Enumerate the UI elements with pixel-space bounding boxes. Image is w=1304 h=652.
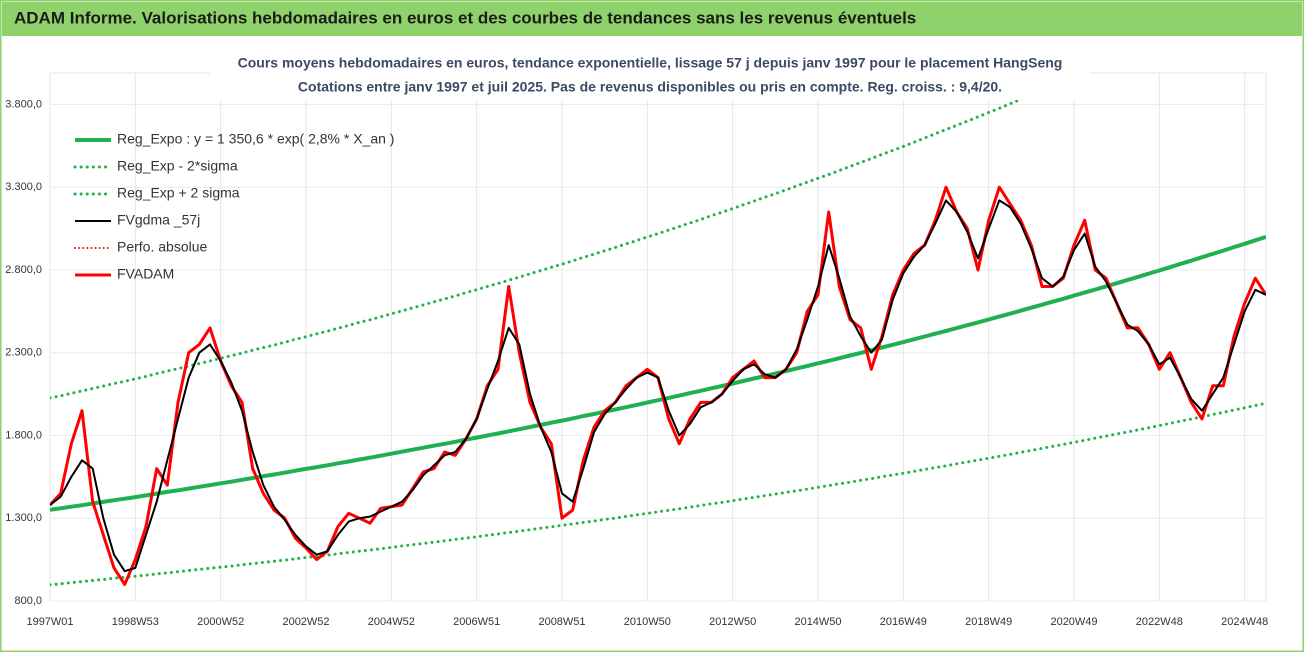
y-tick-label: 3.800,0 [5,98,42,110]
y-tick-label: 800,0 [14,595,42,607]
x-tick-label: 2004W52 [368,616,415,628]
x-tick-label: 2016W49 [880,616,927,628]
series-line [50,199,1266,573]
legend: Reg_Expo : y = 1 350,6 * exp( 2,8% * X_a… [73,131,394,282]
x-tick-label: 1998W53 [112,616,159,628]
x-tick-label: 2024W48 [1221,616,1268,628]
series-line [50,234,1266,512]
plot [50,73,1266,587]
legend-label: FVgdma _57j [117,212,200,228]
title-box [210,50,1090,100]
legend-label: Reg_Expo : y = 1 350,6 * exp( 2,8% * X_a… [117,131,394,147]
series-line [50,73,1087,400]
chart-subtitle: Cotations entre janv 1997 et juil 2025. … [298,79,1002,95]
y-tick-label: 1.800,0 [5,429,42,441]
series-line [50,401,1266,587]
x-tick-label: 2008W51 [538,616,585,628]
legend-label: Reg_Exp + 2 sigma [117,185,240,201]
x-tick-label: 2020W49 [1050,616,1097,628]
grid: 800,0 1.300,0 1.800,0 2.300,0 2.800,0 3.300,0… [5,72,1268,628]
legend-label: Perfo. absolue [117,239,207,255]
y-tick-label: 2.300,0 [5,347,42,359]
x-tick-label: 1997W01 [26,616,73,628]
x-tick-label: 2022W48 [1136,616,1183,628]
y-tick-label: 2.800,0 [5,264,42,276]
x-tick-label: 2006W51 [453,616,500,628]
legend-label: Reg_Exp - 2*sigma [117,158,238,174]
x-tick-label: 2012W50 [709,616,756,628]
x-tick-label: 2002W52 [282,616,329,628]
y-tick-label: 3.300,0 [5,181,42,193]
banner [2,2,1302,36]
x-tick-label: 2018W49 [965,616,1012,628]
x-tick-label: 2010W50 [624,616,671,628]
legend-label: FVADAM [117,266,174,282]
y-tick-label: 1.300,0 [5,512,42,524]
banner-title: ADAM Informe. Valorisations hebdomadaire… [14,8,916,27]
chart-title: Cours moyens hebdomadaires en euros, ten… [238,55,1063,71]
x-tick-label: 2014W50 [794,616,841,628]
x-tick-label: 2000W52 [197,616,244,628]
